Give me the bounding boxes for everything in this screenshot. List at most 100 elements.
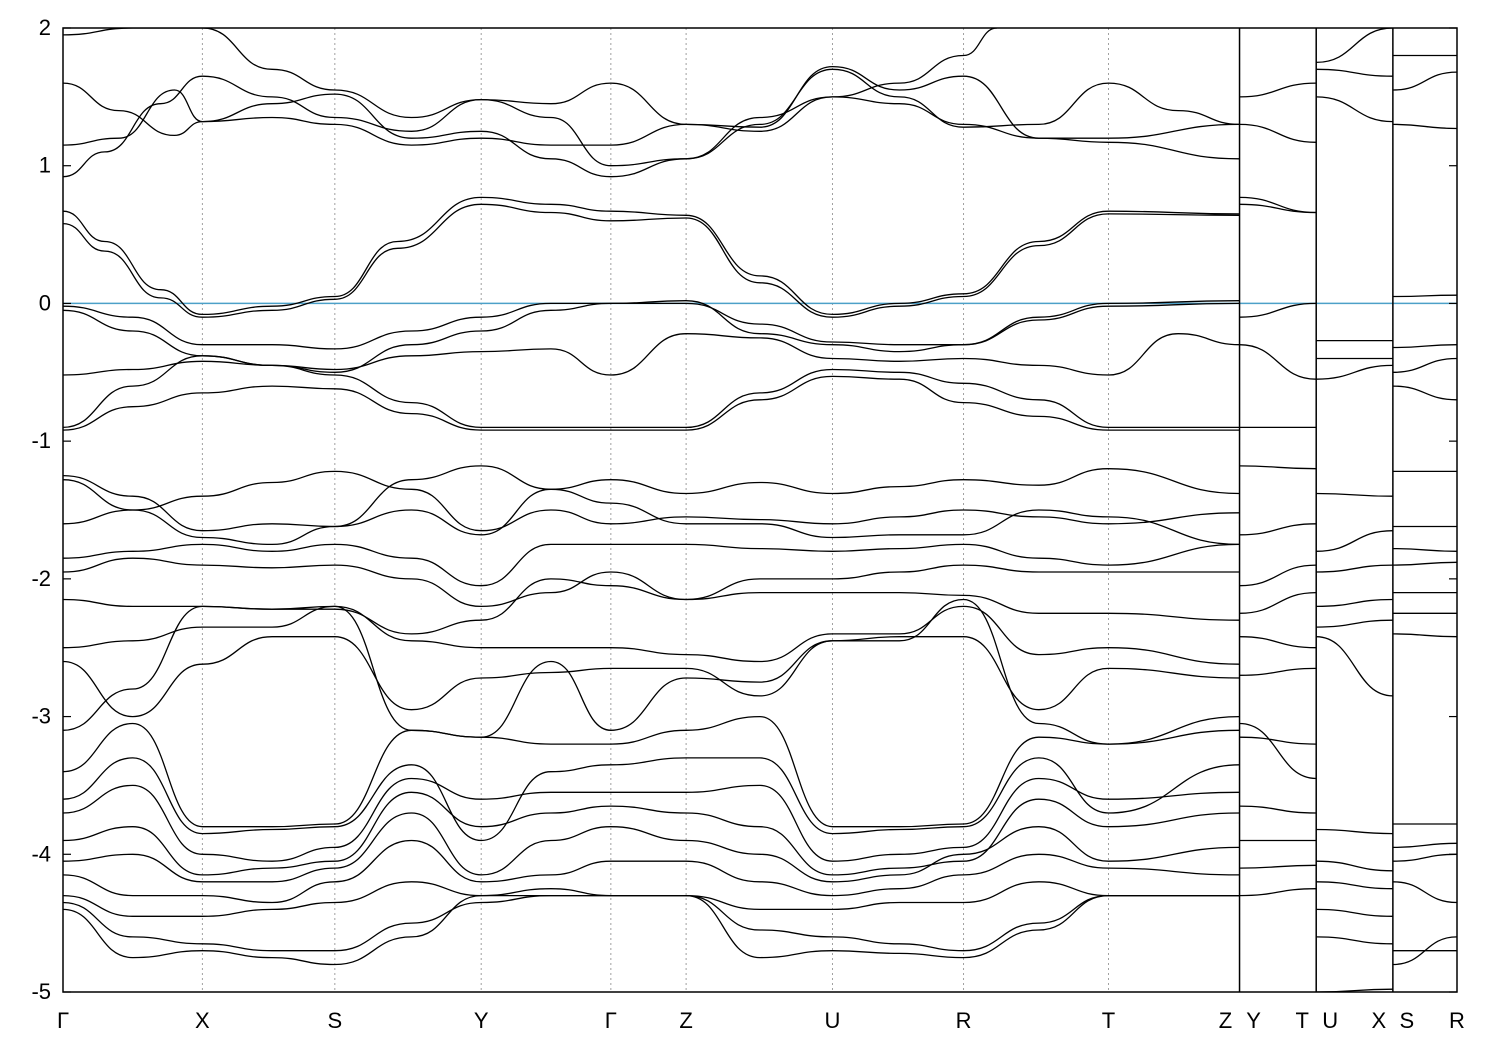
band-line xyxy=(1392,881,1457,904)
kpoint-grid-lines xyxy=(201,28,1394,992)
band-line xyxy=(63,488,1240,546)
band-line xyxy=(63,812,1240,883)
y-tick-label: -1 xyxy=(31,428,51,453)
band-line xyxy=(1239,82,1317,98)
band-line xyxy=(1392,853,1457,862)
band-line xyxy=(1316,619,1393,628)
band-line xyxy=(1239,523,1317,536)
band-line xyxy=(63,470,1240,532)
band-line xyxy=(1316,364,1393,380)
band-line xyxy=(63,333,1240,376)
band-line xyxy=(1316,28,1393,64)
x-tick-label: S xyxy=(327,1008,342,1033)
band-line xyxy=(63,465,1240,532)
band-line xyxy=(1239,667,1317,676)
band-line xyxy=(63,839,1240,904)
band-line xyxy=(1392,547,1457,552)
band-line xyxy=(1316,564,1393,573)
band-line xyxy=(1316,96,1393,123)
band-line xyxy=(63,757,1240,842)
y-tick-label: -4 xyxy=(31,841,51,866)
segment-breaks xyxy=(1238,28,1394,992)
band-line xyxy=(63,28,998,132)
band-line xyxy=(63,543,1240,587)
y-tick-label: 2 xyxy=(39,15,51,40)
band-line xyxy=(63,791,1240,876)
band-line xyxy=(1316,908,1393,917)
band-line xyxy=(63,300,1240,350)
band-line xyxy=(63,557,1240,608)
band-line xyxy=(1392,71,1457,91)
band-line xyxy=(1239,636,1317,649)
band-line xyxy=(1316,68,1393,77)
x-tick-label: T xyxy=(1102,1008,1115,1033)
x-tick-label: R xyxy=(1449,1008,1465,1033)
band-line xyxy=(1239,736,1317,745)
band-line xyxy=(63,203,1240,318)
x-tick-label: R xyxy=(956,1008,972,1033)
x-tick-label: Y xyxy=(1246,1008,1261,1033)
band-line xyxy=(1316,860,1393,872)
x-tick-label: Γ xyxy=(57,1008,69,1033)
band-line xyxy=(1239,888,1317,897)
band-line xyxy=(1316,881,1393,890)
x-tick-label: Z xyxy=(679,1008,692,1033)
x-tick-label: Γ xyxy=(605,1008,617,1033)
band-line xyxy=(63,894,1240,952)
band-lines xyxy=(63,28,1457,992)
x-tick-label: S xyxy=(1400,1008,1415,1033)
band-line xyxy=(1316,636,1393,697)
band-line xyxy=(1239,864,1317,869)
band-line xyxy=(1239,465,1317,470)
band-line xyxy=(1316,936,1393,945)
band-line xyxy=(1239,123,1317,143)
x-tick-label: U xyxy=(1322,1008,1338,1033)
band-line xyxy=(1392,344,1457,349)
x-tick-label: X xyxy=(195,1008,210,1033)
band-line xyxy=(1392,357,1457,373)
band-line xyxy=(1316,492,1393,497)
band-line xyxy=(63,196,1240,316)
band-line xyxy=(63,894,1240,966)
band-line xyxy=(1392,385,1457,401)
band-line xyxy=(1239,722,1317,780)
x-tick-label: Y xyxy=(474,1008,489,1033)
y-tick-label: 0 xyxy=(39,290,51,315)
band-line xyxy=(63,636,1240,718)
band-line xyxy=(63,598,1240,745)
band-line xyxy=(63,65,1240,146)
band-line xyxy=(1392,123,1457,130)
band-line xyxy=(63,605,1240,665)
band-line xyxy=(1392,561,1457,566)
y-tick-label: -2 xyxy=(31,566,51,591)
band-line xyxy=(1239,591,1317,614)
band-line xyxy=(1392,842,1457,849)
band-line xyxy=(63,777,1240,862)
band-line xyxy=(1316,530,1393,552)
band-line xyxy=(63,375,1240,431)
band-line xyxy=(63,68,1240,178)
band-line xyxy=(63,355,1240,429)
x-tick-label: T xyxy=(1295,1008,1308,1033)
y-tick-label: -5 xyxy=(31,979,51,1004)
y-axis-ticks: -5 -4 -3 -2 -1 0 1 2 xyxy=(31,15,1457,1004)
band-line xyxy=(1239,564,1317,587)
band-line xyxy=(1316,828,1393,835)
band-line xyxy=(1239,302,1317,318)
band-line xyxy=(1316,598,1393,608)
y-tick-label: -3 xyxy=(31,704,51,729)
band-line xyxy=(63,715,1240,828)
x-tick-label: U xyxy=(825,1008,841,1033)
band-line xyxy=(1392,633,1457,638)
plot-frame xyxy=(62,27,1458,993)
band-line xyxy=(1239,203,1317,214)
x-tick-label: Z xyxy=(1219,1008,1232,1033)
band-line xyxy=(1239,805,1317,814)
band-line xyxy=(1239,344,1317,380)
band-line xyxy=(1392,294,1457,298)
x-tick-label: X xyxy=(1372,1008,1387,1033)
band-line xyxy=(63,75,1240,178)
y-tick-label: 1 xyxy=(39,153,51,178)
